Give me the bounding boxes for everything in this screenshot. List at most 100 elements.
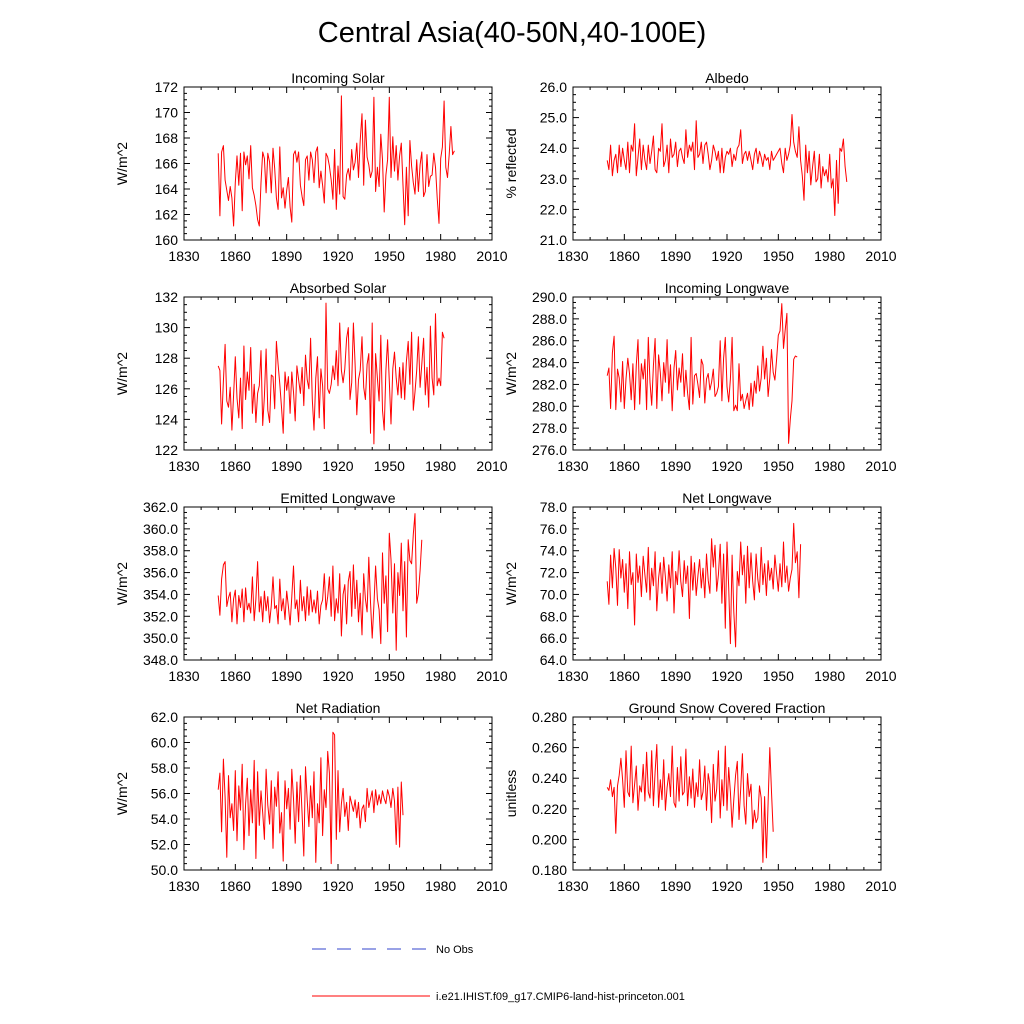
y-tick-label: 170 [155, 105, 179, 121]
x-tick-label: 1920 [711, 668, 742, 684]
legend-label-model: i.e21.IHIST.f09_g17.CMIP6-land-hist-prin… [436, 991, 685, 1003]
series-line-ground-snow-covered-fraction [606, 744, 774, 863]
x-tick-label: 1830 [557, 248, 588, 264]
plot-frame [572, 506, 882, 661]
x-tick-label: 1920 [322, 248, 353, 264]
x-tick-label: 1920 [322, 458, 353, 474]
y-tick-label: 128 [155, 350, 179, 366]
y-tick-label: 356.0 [143, 565, 178, 581]
y-tick-label: 68.0 [540, 608, 567, 624]
y-tick-label: 276.0 [532, 442, 567, 458]
panel-title: Net Radiation [296, 700, 381, 716]
y-tick-label: 362.0 [143, 499, 178, 515]
y-axis-label: % reflected [503, 128, 519, 198]
y-tick-label: 64.0 [540, 652, 567, 668]
x-tick-label: 1830 [557, 878, 588, 894]
y-tick-label: 74.0 [540, 543, 567, 559]
x-tick-label: 1830 [557, 668, 588, 684]
y-tick-label: 22.0 [540, 201, 567, 217]
y-axis-label: W/m^2 [503, 562, 519, 605]
x-tick-label: 1890 [271, 668, 302, 684]
y-tick-label: 352.0 [143, 608, 178, 624]
y-tick-label: 124 [155, 411, 179, 427]
x-tick-label: 2010 [865, 878, 896, 894]
x-tick-label: 1950 [374, 668, 405, 684]
y-tick-label: 132 [155, 289, 179, 305]
y-tick-label: 280.0 [532, 398, 567, 414]
y-tick-label: 58.0 [151, 760, 178, 776]
x-tick-label: 1890 [660, 458, 691, 474]
y-axis-label: unitless [503, 770, 519, 817]
x-tick-label: 1890 [660, 248, 691, 264]
y-tick-label: 288.0 [532, 311, 567, 327]
x-tick-label: 2010 [865, 668, 896, 684]
y-tick-label: 78.0 [540, 499, 567, 515]
x-tick-label: 1920 [711, 248, 742, 264]
x-tick-label: 1860 [220, 878, 251, 894]
x-tick-label: 1860 [609, 668, 640, 684]
x-tick-label: 1980 [425, 878, 456, 894]
x-tick-label: 1920 [711, 878, 742, 894]
x-tick-label: 1950 [763, 248, 794, 264]
x-tick-label: 1980 [814, 878, 845, 894]
y-axis-label: W/m^2 [114, 352, 130, 395]
panel-absorbed-solar: Absorbed Solar 1830 1860 1890 1920 1950 1980 20… [114, 280, 508, 474]
x-tick-label: 1950 [374, 248, 405, 264]
x-tick-label: 1890 [271, 248, 302, 264]
y-tick-label: 0.260 [532, 740, 567, 756]
y-tick-label: 66.0 [540, 630, 567, 646]
panel-albedo: Albedo 1830 1860 1890 1920 1950 1980 2010 21.0 22… [503, 70, 897, 264]
x-tick-label: 1890 [660, 668, 691, 684]
y-tick-label: 0.180 [532, 862, 567, 878]
y-tick-label: 72.0 [540, 565, 567, 581]
series-line-albedo [606, 114, 848, 216]
y-tick-label: 0.220 [532, 801, 567, 817]
panel-title: Incoming Solar [291, 70, 385, 86]
panel-net-longwave: Net Longwave 1830 1860 1890 1920 1950 1980 2010… [503, 490, 897, 684]
x-tick-label: 1920 [711, 458, 742, 474]
y-tick-label: 52.0 [151, 837, 178, 853]
y-tick-label: 278.0 [532, 420, 567, 436]
y-axis-label: W/m^2 [503, 352, 519, 395]
x-tick-label: 2010 [476, 668, 507, 684]
x-tick-label: 1950 [763, 878, 794, 894]
y-tick-label: 164 [155, 181, 179, 197]
x-tick-label: 1860 [609, 878, 640, 894]
y-tick-label: 126 [155, 381, 179, 397]
x-tick-label: 1950 [763, 458, 794, 474]
x-tick-label: 1860 [220, 668, 251, 684]
x-tick-label: 1830 [168, 458, 199, 474]
x-tick-label: 1830 [168, 878, 199, 894]
plot-frame [183, 506, 493, 661]
y-tick-label: 0.240 [532, 770, 567, 786]
x-tick-label: 1860 [609, 458, 640, 474]
y-tick-label: 60.0 [151, 735, 178, 751]
x-tick-label: 1830 [168, 248, 199, 264]
x-tick-label: 1950 [374, 878, 405, 894]
y-tick-label: 0.200 [532, 831, 567, 847]
x-tick-label: 2010 [476, 248, 507, 264]
y-tick-label: 0.280 [532, 709, 567, 725]
y-tick-label: 286.0 [532, 333, 567, 349]
plot-frame [572, 86, 882, 241]
y-tick-label: 350.0 [143, 630, 178, 646]
legend: No Obs i.e21.IHIST.f09_g17.CMIP6-land-hi… [312, 944, 685, 1003]
x-tick-label: 1980 [425, 248, 456, 264]
y-axis-label: W/m^2 [114, 772, 130, 815]
x-tick-label: 2010 [865, 248, 896, 264]
x-tick-label: 1830 [168, 668, 199, 684]
y-tick-label: 162 [155, 207, 179, 223]
series-line-emitted-longwave [217, 513, 423, 651]
y-axis-label: W/m^2 [114, 562, 130, 605]
y-tick-label: 24.0 [540, 140, 567, 156]
y-tick-label: 50.0 [151, 862, 178, 878]
y-axis-label: W/m^2 [114, 142, 130, 185]
panel-title: Net Longwave [682, 490, 772, 506]
x-tick-label: 1950 [374, 458, 405, 474]
x-tick-label: 1920 [322, 668, 353, 684]
x-tick-label: 1980 [425, 668, 456, 684]
x-tick-label: 1860 [220, 248, 251, 264]
y-tick-label: 282.0 [532, 376, 567, 392]
panel-title: Albedo [705, 70, 749, 86]
x-tick-label: 1980 [425, 458, 456, 474]
